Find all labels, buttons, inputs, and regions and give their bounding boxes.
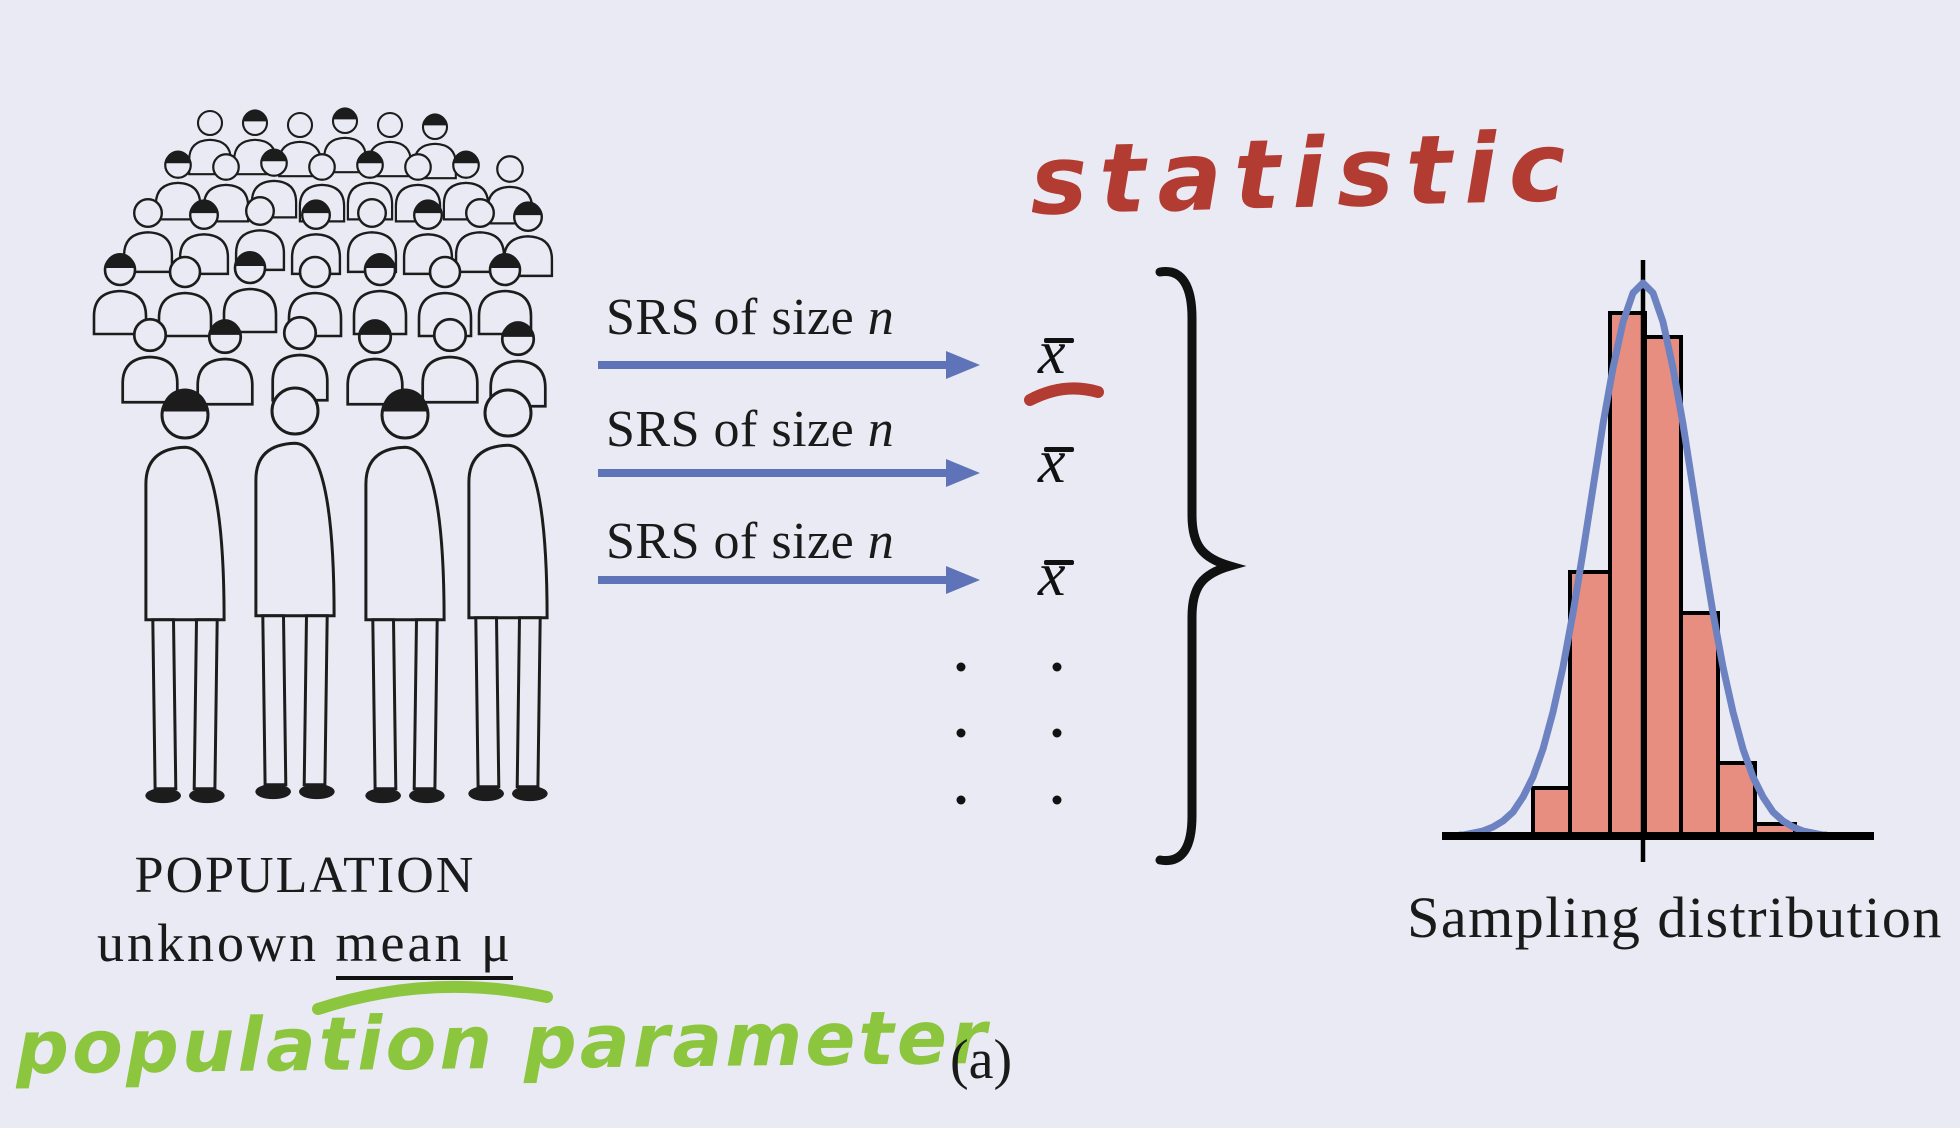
srs-label-2: SRS of size n <box>606 400 894 459</box>
srs-label-text: SRS of size <box>606 401 868 458</box>
curly-brace <box>1155 267 1247 866</box>
histogram-bar <box>1679 611 1720 838</box>
ellipsis-dots <box>956 662 1062 805</box>
ellipsis-dot <box>1052 662 1062 672</box>
population-caption: POPULATION <box>134 847 476 904</box>
ellipsis-dot <box>956 662 966 672</box>
histogram-bar <box>1608 311 1647 838</box>
population-parameter-annotation: population parameter <box>15 994 990 1092</box>
srs-label-1: SRS of size n <box>606 288 894 347</box>
population-subcaption: unknown mean μ <box>80 912 530 980</box>
ellipsis-dot <box>956 728 966 738</box>
xbar-symbol-1: x <box>1038 319 1066 387</box>
population-crowd-illustration <box>92 106 554 802</box>
srs-label-n: n <box>867 289 895 346</box>
srs-label-text: SRS of size <box>606 513 868 570</box>
normal-curve <box>1456 279 1830 839</box>
srs-arrow-3 <box>598 566 980 594</box>
srs-label-text: SRS of size <box>606 289 868 346</box>
srs-label-n: n <box>867 401 895 458</box>
xbar-symbol-3: x <box>1038 541 1066 609</box>
mean-mu-underlined: mean μ <box>335 913 513 980</box>
xbar-overline-2 <box>1044 447 1074 452</box>
sampling-distribution-caption: Sampling distribution <box>1407 885 1943 950</box>
sampling-distribution-chart <box>1442 260 1874 862</box>
srs-label-n: n <box>867 513 895 570</box>
histogram-bars <box>1531 311 1797 838</box>
ellipsis-dot <box>1052 795 1062 805</box>
statistic-annotation: statistic <box>1028 110 1579 238</box>
red-underline-swoosh <box>1024 382 1104 406</box>
srs-arrow-2 <box>598 459 980 487</box>
ellipsis-dot <box>956 795 966 805</box>
histogram-bar <box>1531 786 1572 838</box>
unknown-mean-text: unknown <box>97 913 336 973</box>
xbar-overline-3 <box>1044 560 1074 565</box>
ellipsis-dot <box>1052 728 1062 738</box>
srs-label-3: SRS of size n <box>606 512 894 571</box>
green-underline-arc <box>312 980 553 1015</box>
xbar-symbol-2: x <box>1038 428 1066 496</box>
histogram-bar <box>1568 570 1612 838</box>
srs-arrow-1 <box>598 351 980 379</box>
xbar-overline-1 <box>1044 338 1074 343</box>
figure-panel-label: (a) <box>950 1029 1013 1091</box>
histogram-bar <box>1643 335 1683 838</box>
